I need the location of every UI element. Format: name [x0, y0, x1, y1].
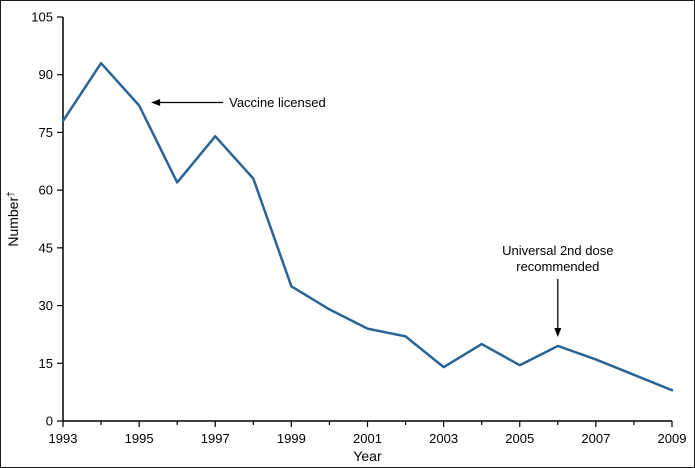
annotation-label: recommended: [516, 259, 599, 274]
x-tick-label: 2009: [658, 431, 687, 446]
y-tick-label: 75: [39, 125, 53, 140]
arrow-down-icon: [554, 327, 562, 337]
x-tick-label: 2003: [429, 431, 458, 446]
y-tick-label: 45: [39, 240, 53, 255]
data-line: [61, 61, 674, 392]
arrow-left-icon: [151, 98, 161, 106]
y-tick-label: 30: [39, 298, 53, 313]
y-tick-label: 0: [46, 414, 53, 429]
x-tick-label: 1997: [201, 431, 230, 446]
y-tick-label: 60: [39, 183, 53, 198]
annotation-label: Universal 2nd dose: [502, 243, 613, 258]
y-tick-label: 90: [39, 67, 53, 82]
x-tick-label: 2005: [505, 431, 534, 446]
annotation-vaccine-licensed: Vaccine licensed: [151, 95, 326, 110]
y-axis-ticks: 0 15 30 45 60 75 90 105: [31, 10, 63, 429]
y-tick-label: 105: [31, 10, 53, 25]
x-tick-label: 2007: [581, 431, 610, 446]
x-tick-label: 1999: [277, 431, 306, 446]
x-tick-label: 2001: [353, 431, 382, 446]
y-axis-title: Number†: [5, 191, 21, 246]
x-axis-title: Year: [353, 448, 382, 464]
x-axis-ticks: 1993 1995 1997 1999 2001 2003 2005 2007 2009: [49, 421, 687, 446]
x-tick-label: 1993: [49, 431, 78, 446]
x-tick-label: 1995: [125, 431, 154, 446]
annotation-label: Vaccine licensed: [229, 95, 326, 110]
y-tick-label: 15: [39, 356, 53, 371]
